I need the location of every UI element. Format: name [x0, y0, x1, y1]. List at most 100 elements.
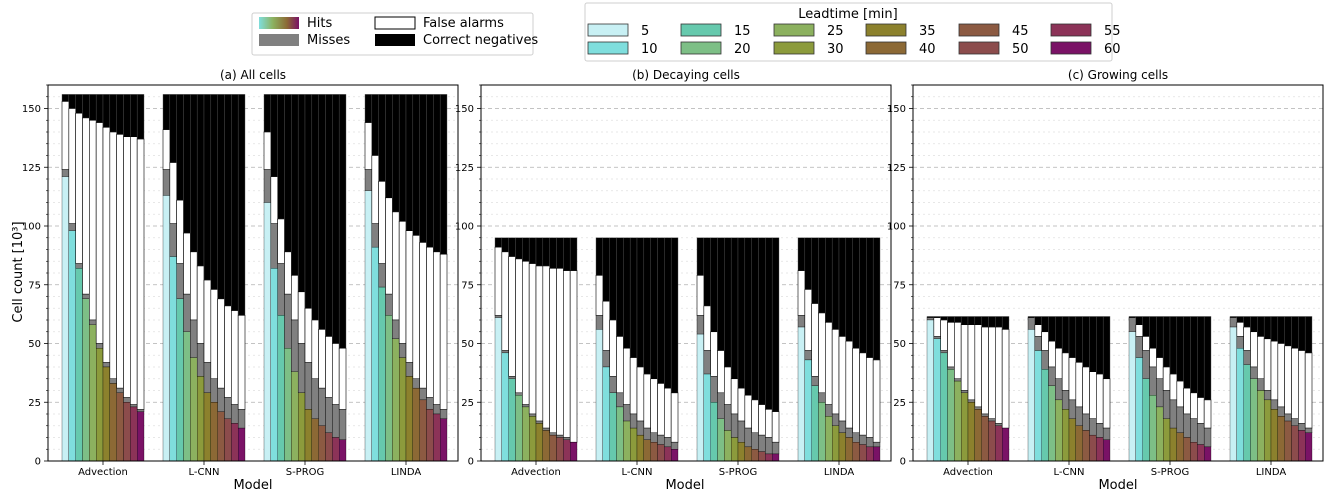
panel-title: (b) Decaying cells	[632, 68, 740, 82]
bar-misses	[1149, 366, 1157, 396]
bar-false-alarms	[109, 131, 117, 380]
bar-hits	[364, 190, 372, 462]
bar-false-alarms	[338, 347, 347, 410]
bar-false-alarms	[494, 246, 503, 316]
bar-false-alarms	[439, 253, 448, 410]
bar-misses	[1263, 390, 1272, 401]
bar-correct-negatives	[263, 94, 272, 133]
bar-hits	[1243, 364, 1251, 462]
bar-false-alarms	[515, 258, 523, 394]
leadtime-swatch-30	[773, 41, 815, 55]
bar-false-alarms	[501, 251, 509, 351]
legend-label-correct-negatives: Correct negatives	[423, 33, 538, 48]
bar-correct-negatives	[95, 94, 104, 123]
bar-hits	[1156, 406, 1164, 462]
bar-false-alarms	[940, 319, 948, 351]
bar-hits	[563, 439, 571, 462]
bar-false-alarms	[385, 197, 393, 295]
bar-misses	[102, 362, 111, 368]
bar-hits	[371, 246, 379, 462]
bar-hits	[1048, 385, 1056, 462]
bar-correct-negatives	[89, 94, 97, 121]
bar-false-alarms	[1061, 352, 1070, 391]
bar-misses	[616, 392, 624, 408]
bar-false-alarms	[183, 232, 191, 295]
bar-misses	[392, 319, 400, 339]
bar-hits	[1163, 418, 1171, 462]
bar-hits	[263, 202, 271, 462]
bar-correct-negatives	[1055, 316, 1063, 349]
bar-hits	[866, 446, 874, 462]
bar-false-alarms	[609, 319, 617, 377]
bar-hits	[1075, 425, 1083, 462]
bar-hits	[1096, 437, 1104, 462]
bar-hits	[1291, 425, 1299, 462]
bar-false-alarms	[650, 378, 658, 434]
leadtime-label-40: 40	[919, 42, 936, 57]
bar-misses	[419, 387, 427, 401]
bar-hits	[137, 411, 145, 462]
y-tick-label: 100	[887, 222, 906, 233]
bar-misses	[237, 409, 246, 429]
bar-correct-negatives	[332, 94, 340, 344]
y-axis-label: Cell count [10³]	[11, 221, 26, 322]
bar-misses	[494, 315, 503, 318]
bar-false-alarms	[933, 317, 941, 337]
bar-hits	[542, 430, 550, 462]
bar-hits	[68, 230, 76, 462]
bar-correct-negatives	[210, 94, 218, 290]
bar-hits	[650, 442, 658, 462]
bar-false-alarms	[190, 251, 198, 321]
bar-false-alarms	[203, 279, 212, 363]
bar-correct-negatives	[1169, 316, 1178, 375]
bar-hits	[717, 418, 725, 462]
bar-misses	[1190, 418, 1198, 443]
bar-false-alarms	[811, 303, 819, 377]
bar-misses	[1082, 413, 1090, 431]
plot-frame	[47, 84, 459, 462]
bar-hits	[664, 446, 672, 462]
bar-correct-negatives	[1102, 316, 1111, 379]
bar-false-alarms	[643, 373, 651, 429]
leadtime-swatch-15	[680, 23, 722, 37]
bar-false-alarms	[304, 307, 313, 363]
x-tick-label: Advection	[943, 467, 993, 478]
bar-correct-negatives	[371, 94, 379, 156]
bar-correct-negatives	[136, 94, 145, 140]
bar-false-alarms	[866, 357, 874, 438]
bar-correct-negatives	[811, 237, 819, 304]
bar-false-alarms	[297, 291, 306, 344]
x-axis-label-c: Model	[1098, 478, 1137, 493]
bar-correct-negatives	[515, 237, 523, 260]
bar-hits	[1034, 350, 1042, 462]
bar-false-alarms	[426, 246, 434, 398]
bar-correct-negatives	[609, 237, 617, 321]
bar-false-alarms	[508, 256, 516, 377]
bar-misses	[169, 223, 177, 257]
bar-false-alarms	[737, 387, 746, 422]
bar-hits	[570, 442, 578, 462]
bar-correct-negatives	[825, 237, 833, 323]
bar-correct-negatives	[528, 237, 537, 264]
bar-correct-negatives	[1156, 316, 1164, 358]
bar-false-alarms	[771, 411, 780, 443]
bar-hits	[818, 402, 826, 462]
bar-hits	[426, 409, 434, 462]
leadtime-swatch-50	[958, 41, 1000, 55]
bar-misses	[412, 378, 420, 389]
bar-correct-negatives	[439, 94, 448, 255]
bar-false-alarms	[549, 267, 557, 434]
bar-misses	[1162, 390, 1171, 419]
bar-correct-negatives	[859, 237, 867, 354]
bar-hits	[1041, 369, 1049, 462]
bar-hits	[974, 409, 982, 462]
bar-misses	[1048, 366, 1056, 386]
bar-correct-negatives	[433, 94, 441, 253]
bar-misses	[196, 343, 205, 377]
bar-correct-negatives	[364, 94, 373, 123]
bar-misses	[130, 404, 138, 408]
bar-hits	[284, 348, 292, 462]
bar-false-alarms	[710, 331, 718, 377]
bar-correct-negatives	[535, 237, 544, 267]
bar-hits	[616, 406, 624, 462]
